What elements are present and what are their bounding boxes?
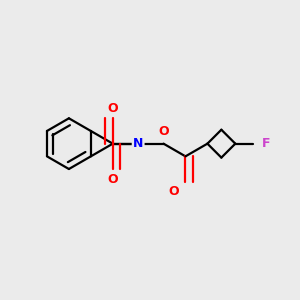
Text: F: F bbox=[262, 137, 270, 150]
Text: O: O bbox=[168, 185, 179, 199]
Text: O: O bbox=[107, 101, 118, 115]
Text: O: O bbox=[107, 173, 118, 186]
Text: O: O bbox=[158, 125, 169, 138]
Text: N: N bbox=[133, 137, 143, 150]
